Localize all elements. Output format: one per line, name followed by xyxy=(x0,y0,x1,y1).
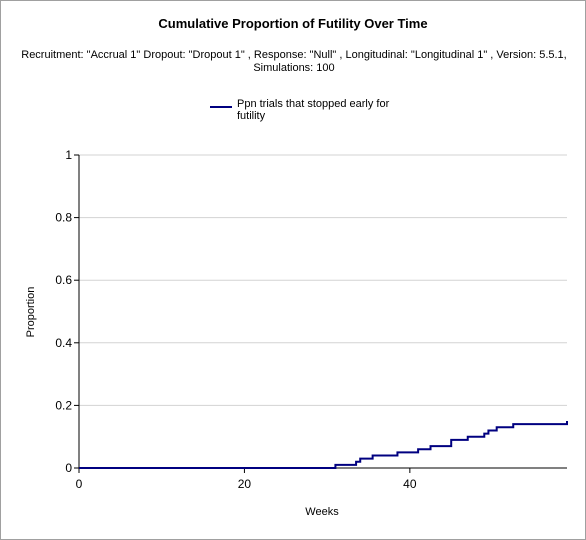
x-tick-label: 20 xyxy=(238,477,252,491)
chart-title: Cumulative Proportion of Futility Over T… xyxy=(158,16,428,31)
y-tick-label: 0 xyxy=(65,461,72,475)
chart-subtitle: Recruitment: "Accrual 1" Dropout: "Dropo… xyxy=(16,49,572,75)
subtitle-line-2: Simulations: 100 xyxy=(253,62,335,74)
y-tick-label: 0.4 xyxy=(55,336,72,350)
subtitle-line-1: Recruitment: "Accrual 1" Dropout: "Dropo… xyxy=(21,49,567,61)
legend-label: Ppn trials that stopped early for futili… xyxy=(237,98,390,122)
x-tick-label: 0 xyxy=(76,477,83,491)
x-tick-label: 40 xyxy=(403,477,417,491)
legend-line-swatch xyxy=(210,106,232,108)
y-tick-label: 0.8 xyxy=(55,211,72,225)
y-tick-label: 0.2 xyxy=(55,398,72,412)
tick-labels: 0 0.2 0.4 0.6 0.8 1 0 20 40 xyxy=(55,148,417,491)
series-line-futility xyxy=(79,421,568,469)
axes xyxy=(78,155,567,469)
y-tick-label: 1 xyxy=(65,148,72,162)
y-tick-label: 0.6 xyxy=(55,273,72,287)
legend: Ppn trials that stopped early for futili… xyxy=(210,98,410,124)
x-axis-label: Weeks xyxy=(305,506,339,518)
tick-marks xyxy=(74,154,411,473)
grid-lines xyxy=(79,154,567,406)
y-axis-label: Proportion xyxy=(25,287,37,338)
